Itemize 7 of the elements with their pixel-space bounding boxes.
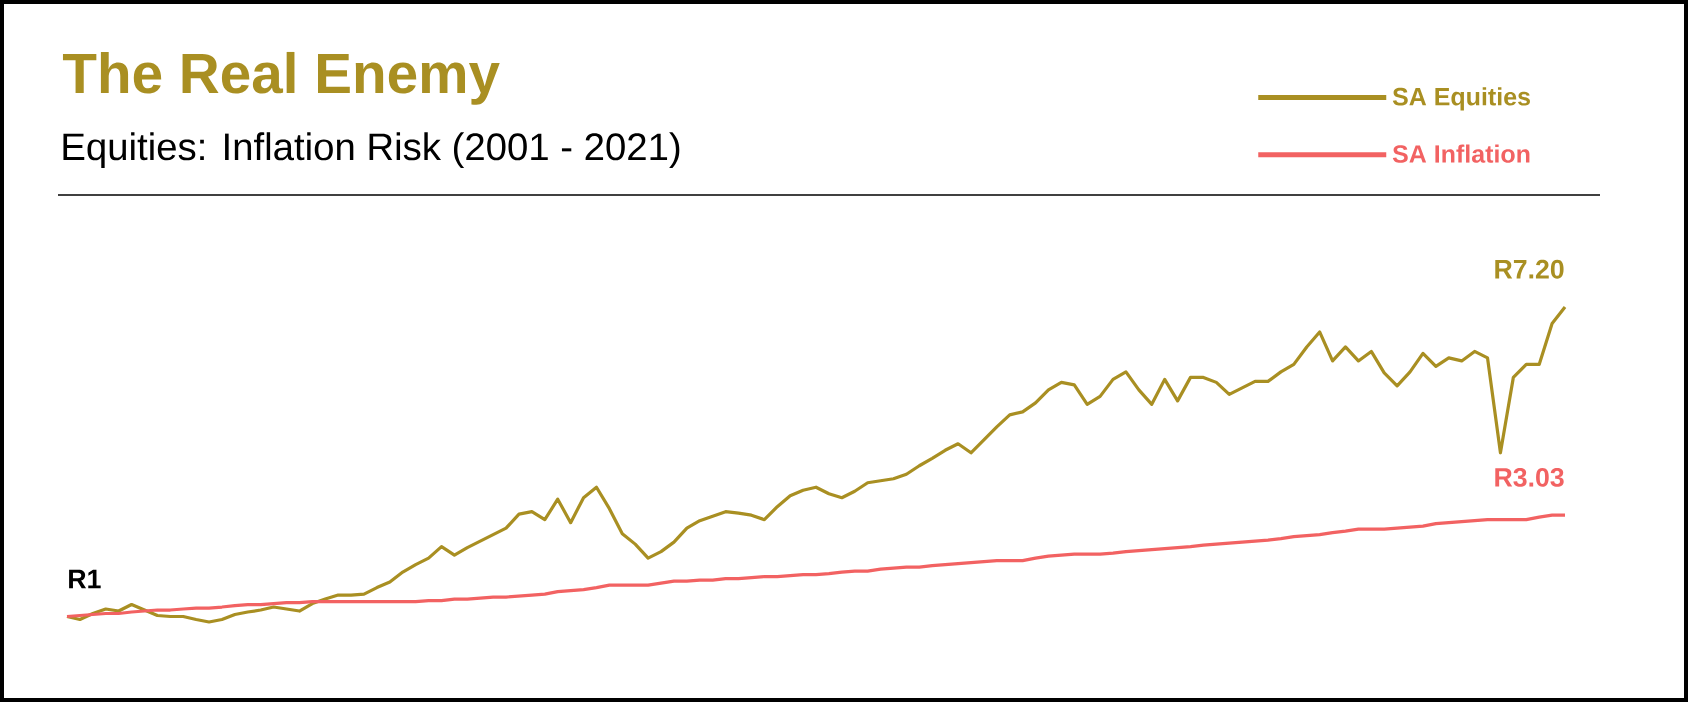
chart-subtitle: Equities: Inflation Risk (2001 - 2021) [63,132,680,168]
data-label: R7.20 [1495,259,1564,279]
text: SA Inflation [1392,144,1530,163]
data-label: R3.03 [1495,467,1564,487]
chart-title: The Real Enemy [62,51,500,105]
data-label: R1 [69,569,101,589]
text: SA Equities [1392,87,1530,111]
